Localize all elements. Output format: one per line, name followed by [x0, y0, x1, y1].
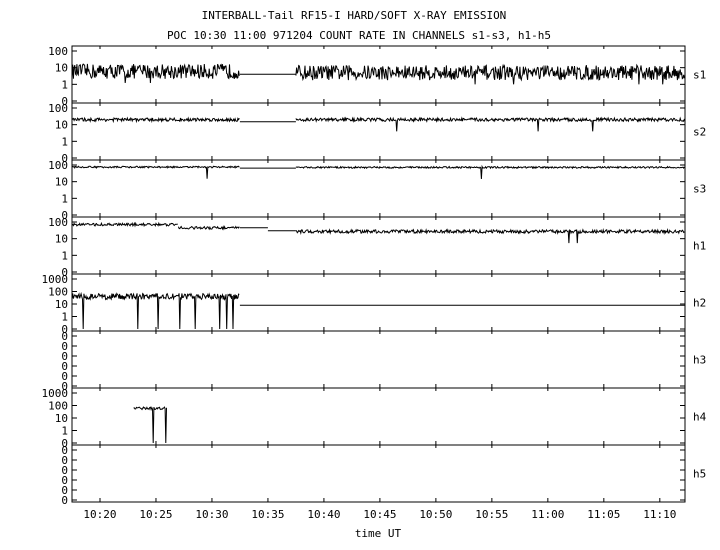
y-tick-label: 100 [48, 400, 68, 413]
channel-label: s3 [693, 183, 706, 196]
x-tick-label: 11:00 [531, 508, 564, 521]
series-s1-segment [71, 63, 240, 84]
panel-frame [71, 102, 686, 161]
x-tick-label: 10:40 [307, 508, 340, 521]
y-tick-label: 0 [61, 380, 68, 393]
y-tick-label: 0 [61, 340, 68, 353]
channel-label: h3 [693, 354, 706, 367]
chart-title: INTERBALL-Tail RF15-I HARD/SOFT X-RAY EM… [202, 9, 507, 22]
y-tick-label: 1 [61, 425, 68, 438]
series-s3-segment [71, 165, 240, 179]
x-tick-label: 11:05 [587, 508, 620, 521]
series-h4-segment [133, 406, 167, 444]
x-tick-label: 10:55 [475, 508, 508, 521]
y-tick-label: 1000 [42, 273, 69, 286]
x-tick-label: 10:25 [139, 508, 172, 521]
y-tick-label: 0 [61, 437, 68, 450]
y-tick-label: 0 [61, 454, 68, 467]
channel-label: s1 [693, 69, 706, 82]
y-tick-label: 0 [61, 464, 68, 477]
y-tick-label: 0 [61, 474, 68, 487]
y-tick-label: 100 [48, 286, 68, 299]
y-tick-label: 0 [61, 95, 68, 108]
y-tick-label: 0 [61, 370, 68, 383]
x-tick-label: 10:35 [251, 508, 284, 521]
x-tick-label: 10:50 [419, 508, 452, 521]
x-axis: 10:20 10:25 10:30 10:35 10:40 10:45 10:50 10:55… [83, 508, 676, 521]
x-tick-label: 10:20 [83, 508, 116, 521]
y-tick-label: 10 [55, 298, 68, 311]
channel-label: h5 [693, 468, 706, 481]
y-tick-label: 1000 [42, 387, 69, 400]
channel-label: h4 [693, 411, 707, 424]
x-tick-label: 10:30 [195, 508, 228, 521]
y-tick-label: 0 [61, 266, 68, 279]
series-h1-segment [71, 221, 178, 228]
series-s1-segment [295, 63, 685, 85]
y-tick-label: 1 [61, 249, 68, 262]
y-tick-label: 1 [61, 192, 68, 205]
panel-frame [71, 216, 686, 275]
series-h1-segment [177, 225, 240, 231]
series-h1-segment [295, 228, 685, 244]
panel-frame [71, 387, 686, 446]
x-axis-label: time UT [355, 527, 402, 540]
series-s3-segment [295, 164, 685, 180]
y-tick-label: 10 [55, 233, 68, 246]
y-tick-label: 10 [55, 119, 68, 132]
y-tick-label: 1 [61, 135, 68, 148]
y-tick-label: 0 [61, 494, 68, 507]
y-tick-label: 1 [61, 311, 68, 324]
channel-label: s2 [693, 126, 706, 139]
panel-frame [71, 159, 686, 218]
y-tick-label: 10 [55, 412, 68, 425]
y-tick-label: 0 [61, 152, 68, 165]
y-tick-label: 100 [48, 159, 68, 172]
y-tick-label: 0 [61, 484, 68, 497]
panel-frame [71, 330, 686, 389]
y-tick-label: 0 [61, 360, 68, 373]
y-tick-label: 0 [61, 330, 68, 343]
y-tick-label: 0 [61, 209, 68, 222]
y-tick-label: 100 [48, 45, 68, 58]
x-tick-label: 10:45 [363, 508, 396, 521]
y-tick-label: 10 [55, 62, 68, 75]
y-tick-label: 100 [48, 216, 68, 229]
channel-label: h1 [693, 240, 706, 253]
series-s2-segment [71, 116, 240, 124]
y-tick-label: 0 [61, 350, 68, 363]
chart-subtitle: POC 10:30 11:00 971204 COUNT RATE IN CHA… [167, 29, 551, 42]
y-tick-label: 100 [48, 102, 68, 115]
panel-frame [71, 273, 686, 332]
y-tick-label: 10 [55, 176, 68, 189]
panel-frame [71, 444, 686, 503]
series-h2-segment [71, 291, 240, 330]
y-tick-label: 0 [61, 444, 68, 457]
x-tick-label: 11:10 [643, 508, 676, 521]
panels-group: 1001010s11001010s21001010s31001010h11000… [42, 45, 707, 507]
channel-label: h2 [693, 297, 706, 310]
series-s2-segment [295, 116, 685, 132]
y-tick-label: 0 [61, 323, 68, 336]
y-tick-label: 1 [61, 78, 68, 91]
